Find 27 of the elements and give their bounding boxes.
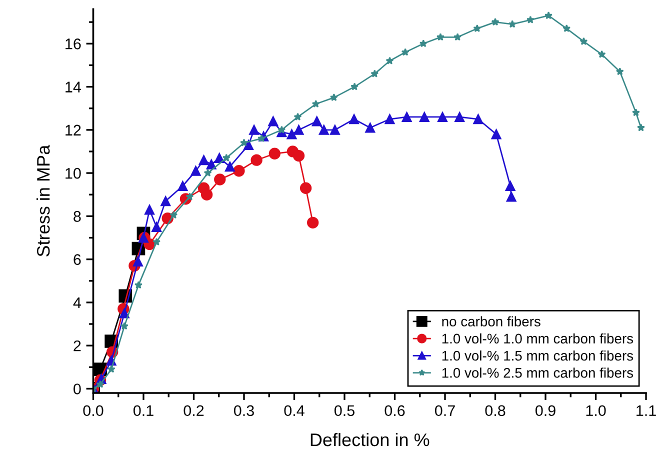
x-tick-label: 0.9 [535, 405, 556, 416]
legend-label: 1.0 vol-% 2.5 mm carbon fibers [442, 368, 634, 378]
x-tick-label: 0.4 [284, 405, 304, 416]
y-tick-label: 12 [66, 124, 81, 136]
x-tick-label: 0.2 [184, 405, 204, 416]
x-tick-label: 0.3 [234, 405, 254, 416]
y-tick-label: 0 [74, 384, 81, 394]
y-tick-label: 16 [66, 38, 81, 50]
x-axis-title: Deflection in % [310, 432, 430, 446]
legend-label: 1.0 vol-% 1.5 mm carbon fibers [442, 350, 634, 361]
y-tick-label: 4 [73, 297, 81, 308]
x-tick-label: 1.0 [586, 405, 606, 416]
legend-label: 1.0 vol-% 1.0 mm carbon fibers [442, 333, 634, 344]
y-tick-label: 8 [74, 211, 81, 222]
y-tick-label: 2 [74, 340, 81, 352]
x-tick-label: 0.0 [83, 405, 104, 416]
y-tick-label: 14 [66, 82, 81, 92]
y-axis-title: Stress in MPa [36, 144, 50, 256]
y-tick-label: 10 [66, 168, 81, 179]
legend-label: no carbon fibers [442, 316, 540, 326]
x-tick-label: 0.7 [434, 405, 455, 416]
y-tick-label: 6 [74, 254, 81, 265]
x-tick-label: 0.6 [384, 405, 405, 416]
x-tick-label: 0.8 [485, 405, 506, 416]
x-tick-label: 0.1 [133, 405, 154, 416]
x-tick-label: 0.5 [334, 405, 354, 416]
x-tick-label: 1.1 [636, 405, 656, 416]
